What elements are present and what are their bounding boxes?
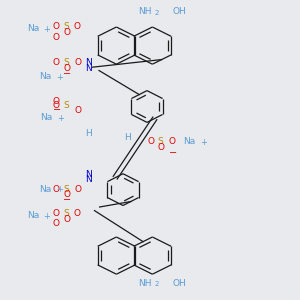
Text: O: O	[52, 184, 59, 194]
Text: Na: Na	[39, 72, 51, 81]
Text: S: S	[63, 184, 69, 194]
Text: O: O	[63, 190, 70, 199]
Text: O: O	[63, 28, 70, 37]
Text: −: −	[169, 148, 177, 158]
Text: O: O	[74, 209, 80, 218]
Text: O: O	[52, 33, 59, 42]
Text: O: O	[74, 58, 81, 67]
Text: S: S	[63, 58, 69, 67]
Text: −: −	[63, 69, 71, 79]
Text: S: S	[63, 209, 69, 218]
Text: O: O	[52, 101, 59, 110]
Text: O: O	[63, 214, 70, 224]
Text: +: +	[56, 185, 63, 194]
Text: O: O	[52, 209, 59, 218]
Text: 2: 2	[154, 281, 159, 287]
Text: O: O	[74, 106, 81, 115]
Text: O: O	[52, 22, 59, 31]
Text: O: O	[63, 64, 70, 73]
Text: N: N	[85, 170, 92, 179]
Text: Na: Na	[27, 212, 39, 220]
Text: Na: Na	[27, 24, 39, 33]
Text: N: N	[85, 176, 92, 184]
Text: NH: NH	[138, 8, 152, 16]
Text: +: +	[58, 114, 64, 123]
Text: NH: NH	[138, 279, 152, 288]
Text: S: S	[63, 101, 69, 110]
Text: O: O	[74, 22, 80, 31]
Text: +: +	[44, 25, 50, 34]
Text: −: −	[52, 105, 61, 115]
Text: −: −	[63, 195, 71, 206]
Text: H: H	[124, 133, 131, 142]
Text: N: N	[85, 64, 92, 73]
Text: 2: 2	[154, 10, 159, 16]
Text: Na: Na	[40, 113, 53, 122]
Text: O: O	[158, 143, 164, 152]
Text: O: O	[52, 58, 59, 67]
Text: O: O	[52, 97, 59, 106]
Text: S: S	[63, 22, 69, 31]
Text: O: O	[169, 137, 176, 146]
Text: N: N	[85, 58, 92, 67]
Text: +: +	[200, 138, 207, 147]
Text: Na: Na	[183, 137, 195, 146]
Text: S: S	[158, 137, 163, 146]
Text: O: O	[74, 184, 81, 194]
Text: O: O	[147, 137, 154, 146]
Text: Na: Na	[39, 184, 51, 194]
Text: +: +	[56, 73, 63, 82]
Text: H: H	[85, 129, 92, 138]
Text: O: O	[52, 219, 59, 228]
Text: +: +	[44, 212, 50, 221]
Text: OH: OH	[172, 8, 186, 16]
Text: OH: OH	[172, 279, 186, 288]
